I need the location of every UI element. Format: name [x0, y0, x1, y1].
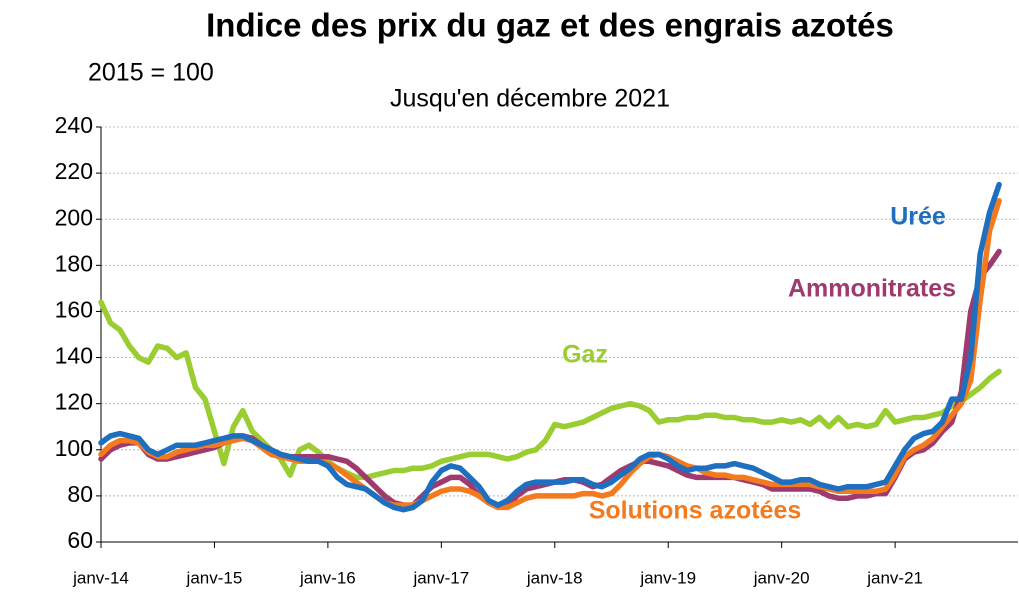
- y-tick-label: 240: [55, 112, 93, 138]
- series-label: Ammonitrates: [788, 275, 956, 303]
- y-axis-label: 2015 = 100: [88, 59, 214, 87]
- x-tick-label: janv-15: [186, 568, 243, 587]
- x-tick-label: janv-17: [412, 568, 469, 587]
- series-label: Solutions azotées: [589, 497, 802, 525]
- chart-subtitle: Jusqu'en décembre 2021: [390, 85, 670, 113]
- series-line: [98, 181, 1002, 513]
- y-tick-label: 220: [55, 158, 93, 184]
- x-tick-label: janv-21: [866, 568, 923, 587]
- y-tick-label: 200: [55, 204, 93, 230]
- chart-title: Indice des prix du gaz et des engrais az…: [206, 7, 894, 44]
- y-tick-label: 120: [55, 389, 93, 415]
- y-tick-label: 80: [67, 481, 93, 507]
- series-line: [98, 299, 1002, 481]
- x-tick-label: janv-14: [72, 568, 129, 587]
- y-tick-label: 180: [55, 250, 93, 276]
- series-line: [98, 198, 1002, 511]
- x-tick-label: janv-20: [753, 568, 810, 587]
- y-tick-label: 140: [55, 343, 93, 369]
- x-tick-label: janv-19: [639, 568, 696, 587]
- x-tick-label: janv-18: [526, 568, 583, 587]
- x-tick-label: janv-16: [299, 568, 356, 587]
- y-tick-label: 60: [67, 527, 93, 553]
- y-tick-label: 160: [55, 297, 93, 323]
- series-label: Gaz: [562, 341, 608, 369]
- y-tick-label: 100: [55, 435, 93, 461]
- series-label: Urée: [890, 203, 946, 231]
